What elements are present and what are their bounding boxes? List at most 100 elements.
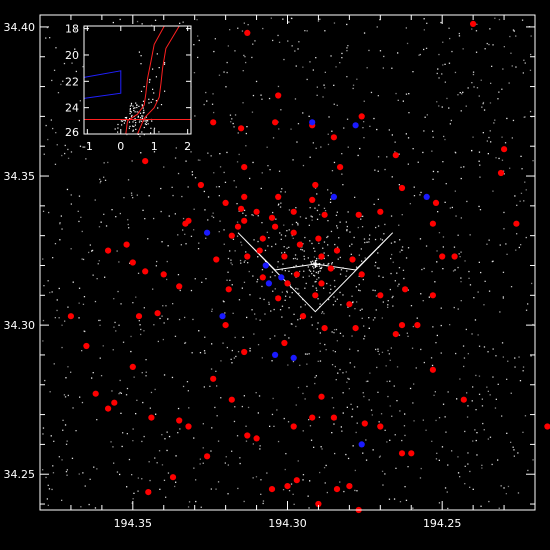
red-point bbox=[176, 417, 183, 424]
field-star bbox=[56, 309, 58, 312]
field-star bbox=[167, 245, 169, 247]
field-star bbox=[137, 272, 140, 274]
field-star bbox=[252, 275, 254, 277]
field-star bbox=[475, 51, 478, 53]
field-star bbox=[512, 446, 514, 448]
field-star bbox=[175, 481, 177, 483]
field-star bbox=[288, 229, 290, 231]
field-star bbox=[398, 283, 400, 285]
field-star bbox=[523, 116, 525, 118]
field-star bbox=[388, 129, 390, 131]
field-star bbox=[413, 420, 415, 422]
field-star bbox=[61, 324, 63, 326]
red-point bbox=[210, 375, 217, 382]
field-star bbox=[446, 491, 448, 493]
field-star bbox=[362, 452, 364, 454]
footprint-polygon bbox=[237, 232, 394, 313]
field-star bbox=[62, 80, 64, 82]
field-star bbox=[365, 380, 368, 383]
field-star bbox=[283, 224, 285, 226]
field-star bbox=[248, 270, 250, 273]
red-point bbox=[315, 235, 322, 242]
field-star bbox=[49, 37, 51, 39]
field-star bbox=[177, 274, 180, 276]
field-star bbox=[227, 257, 230, 260]
field-star bbox=[93, 466, 95, 468]
field-star bbox=[436, 250, 438, 252]
field-star bbox=[98, 226, 101, 228]
red-point bbox=[176, 283, 183, 290]
red-point bbox=[355, 211, 362, 218]
field-star bbox=[332, 350, 334, 352]
field-star bbox=[81, 401, 84, 404]
field-star bbox=[57, 92, 60, 94]
field-star bbox=[202, 447, 204, 449]
field-star bbox=[466, 392, 468, 394]
field-star bbox=[306, 78, 308, 81]
red-point bbox=[392, 152, 399, 159]
field-star bbox=[243, 395, 245, 397]
red-point bbox=[210, 119, 217, 126]
field-star bbox=[227, 493, 229, 495]
field-star bbox=[241, 287, 243, 289]
field-star bbox=[67, 366, 69, 368]
field-star bbox=[354, 196, 356, 198]
red-point bbox=[204, 453, 211, 460]
red-point bbox=[349, 256, 356, 263]
red-point bbox=[470, 20, 477, 27]
field-star bbox=[410, 305, 413, 307]
field-star bbox=[333, 84, 335, 86]
field-star bbox=[210, 450, 212, 452]
field-star bbox=[522, 370, 524, 372]
field-star bbox=[482, 132, 484, 134]
field-star bbox=[211, 215, 213, 217]
field-star bbox=[306, 30, 308, 32]
field-star bbox=[472, 488, 474, 490]
field-star bbox=[472, 136, 474, 138]
red-point bbox=[272, 119, 279, 126]
field-star bbox=[241, 30, 244, 32]
field-star bbox=[72, 407, 74, 409]
field-star bbox=[226, 151, 228, 154]
field-star bbox=[99, 357, 101, 359]
field-star bbox=[216, 415, 218, 417]
field-star bbox=[347, 146, 349, 148]
field-star bbox=[513, 30, 515, 32]
field-star bbox=[428, 296, 430, 298]
field-star bbox=[42, 258, 44, 260]
field-star bbox=[377, 252, 379, 254]
field-star bbox=[506, 253, 508, 255]
field-star bbox=[174, 157, 177, 159]
inset-star bbox=[121, 124, 123, 126]
field-star bbox=[123, 197, 125, 199]
field-star bbox=[463, 166, 465, 168]
field-star bbox=[419, 238, 422, 240]
field-star bbox=[469, 234, 471, 236]
field-star bbox=[224, 312, 226, 314]
field-star bbox=[525, 189, 527, 191]
field-star bbox=[70, 248, 72, 250]
inset-star bbox=[142, 100, 145, 102]
field-star bbox=[524, 415, 527, 417]
field-star bbox=[83, 296, 86, 298]
field-star bbox=[333, 103, 335, 105]
field-star bbox=[198, 330, 200, 332]
field-star bbox=[489, 130, 491, 132]
field-star bbox=[404, 434, 406, 437]
red-point bbox=[197, 181, 204, 189]
field-star bbox=[211, 103, 214, 105]
field-star bbox=[70, 203, 72, 205]
field-star bbox=[259, 448, 261, 450]
red-point bbox=[377, 423, 384, 430]
red-point bbox=[337, 164, 344, 171]
field-star bbox=[360, 248, 362, 250]
field-star bbox=[70, 194, 72, 196]
field-star bbox=[149, 479, 151, 482]
field-star bbox=[474, 319, 477, 321]
field-star bbox=[382, 484, 384, 486]
field-star bbox=[354, 489, 356, 492]
field-star bbox=[327, 220, 329, 222]
field-star bbox=[75, 430, 77, 432]
field-star bbox=[472, 71, 475, 73]
field-star bbox=[483, 109, 486, 111]
